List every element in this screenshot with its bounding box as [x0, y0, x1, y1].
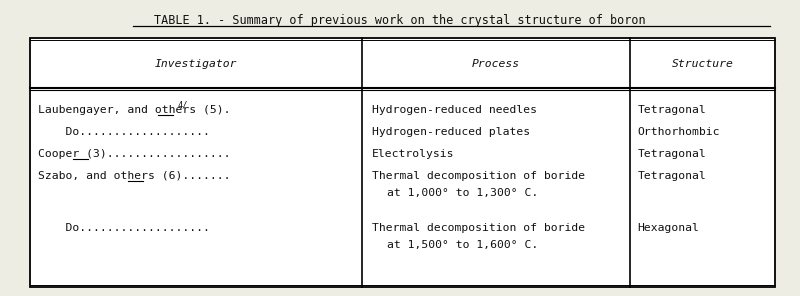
Text: Szabo, and others (6).......: Szabo, and others (6).......	[38, 171, 230, 181]
Text: Tetragonal: Tetragonal	[638, 171, 706, 181]
Bar	[30, 38, 775, 287]
Text: Orthorhombic: Orthorhombic	[638, 127, 720, 137]
Text: Tetragonal: Tetragonal	[638, 149, 706, 159]
Text: Hydrogen-reduced needles: Hydrogen-reduced needles	[371, 105, 537, 115]
Text: Thermal decomposition of boride: Thermal decomposition of boride	[371, 171, 585, 181]
Text: Process: Process	[471, 59, 520, 69]
Text: TABLE 1. - Summary of previous work on the crystal structure of boron: TABLE 1. - Summary of previous work on t…	[154, 14, 646, 27]
Text: at 1,000° to 1,300° C.: at 1,000° to 1,300° C.	[386, 188, 538, 198]
Text: Hydrogen-reduced plates: Hydrogen-reduced plates	[371, 127, 530, 137]
Text: 4/: 4/	[178, 101, 189, 110]
Text: Cooper (3)..................: Cooper (3)..................	[38, 149, 230, 159]
Text: Investigator: Investigator	[154, 59, 237, 69]
Text: Laubengayer, and others (5).: Laubengayer, and others (5).	[38, 105, 230, 115]
Text: Structure: Structure	[671, 59, 734, 69]
Text: at 1,500° to 1,600° C.: at 1,500° to 1,600° C.	[386, 240, 538, 250]
Text: Hexagonal: Hexagonal	[638, 223, 699, 233]
Text: Electrolysis: Electrolysis	[371, 149, 454, 159]
Text: Tetragonal: Tetragonal	[638, 105, 706, 115]
Text: Thermal decomposition of boride: Thermal decomposition of boride	[371, 223, 585, 233]
Text: Do...................: Do...................	[38, 223, 210, 233]
Text: Do...................: Do...................	[38, 127, 210, 137]
